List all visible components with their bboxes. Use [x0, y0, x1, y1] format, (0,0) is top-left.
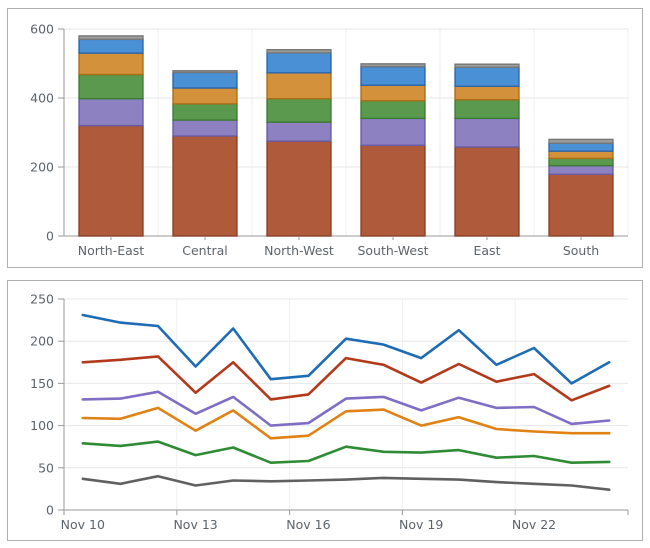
bar-segment-orange	[548, 150, 614, 160]
x-axis-tick-label: Nov 10	[61, 517, 105, 532]
bar-segment-gray	[548, 138, 614, 144]
line-blue	[81, 313, 611, 385]
category-label: South	[563, 243, 599, 258]
x-axis-tick-label: Nov 16	[286, 517, 330, 532]
y-axis-tick-label: 250	[30, 292, 54, 307]
line-green	[81, 440, 611, 464]
bar-segment-green	[78, 73, 144, 100]
bar-segment-purple	[548, 164, 614, 175]
line-gray	[81, 474, 611, 491]
bar-segment-green	[266, 97, 332, 123]
bar-segment-orange	[172, 87, 238, 105]
bar-segment-purple	[78, 97, 144, 127]
bar-segment-purple	[454, 117, 520, 148]
bar-segment-brown	[360, 144, 426, 237]
bar-segment-purple	[360, 117, 426, 146]
bar-segment-gray	[266, 49, 332, 54]
bar-segment-blue	[266, 52, 332, 74]
bar-segment-green	[548, 157, 614, 167]
bar-segment-green	[172, 103, 238, 121]
bar-segment-orange	[266, 72, 332, 100]
bar-segment-blue	[78, 38, 144, 54]
bar-segment-blue	[454, 66, 520, 87]
stacked-bar-chart: 0 200 400 600 North-East Central North-West Sou…	[30, 22, 629, 258]
line-chart: 0 50 100 150 200 250 Nov 10 Nov 13 Nov 16 Nov 19 N…	[30, 292, 629, 532]
y-axis-tick-label: 0	[46, 503, 54, 518]
y-axis-tick-label: 0	[46, 229, 54, 244]
bar-segment-brown	[454, 146, 520, 237]
y-axis-tick-label: 150	[30, 376, 54, 391]
category-label: East	[474, 243, 501, 258]
x-axis-tick-label: Nov 22	[512, 517, 556, 532]
line-chart-panel: 0 50 100 150 200 250 Nov 10 Nov 13 Nov 16 Nov 19 N…	[7, 280, 643, 541]
y-axis-tick-label: 50	[38, 460, 54, 475]
stacked-bar-chart-panel: 0 200 400 600 North-East Central North-West Sou…	[7, 8, 643, 268]
bar-segment-brown	[266, 140, 332, 237]
y-axis-tick-label: 200	[30, 160, 54, 175]
bar-segment-orange	[360, 84, 426, 102]
bar-segment-brown	[172, 135, 238, 237]
bar-segment-orange	[454, 85, 520, 101]
bar-segment-gray	[78, 35, 144, 41]
line-purple	[81, 390, 611, 427]
bar-segment-blue	[548, 142, 614, 152]
category-label: North-East	[78, 243, 145, 258]
x-axis-tick-label: Nov 19	[399, 517, 443, 532]
category-label: Central	[182, 243, 228, 258]
y-axis-tick-label: 100	[30, 418, 54, 433]
category-label: North-West	[264, 243, 334, 258]
bar-segment-gray	[360, 63, 426, 68]
bar-segment-green	[454, 99, 520, 120]
bar-segment-gray	[172, 70, 238, 74]
bar-segment-brown	[78, 124, 144, 237]
bar-segment-gray	[454, 63, 520, 68]
line-red	[81, 355, 611, 402]
y-axis-tick-label: 200	[30, 334, 54, 349]
line-orange	[81, 406, 611, 440]
category-label: South-West	[357, 243, 428, 258]
bar-segment-green	[360, 100, 426, 120]
y-axis-tick-label: 400	[30, 91, 54, 106]
y-axis-tick-label: 600	[30, 22, 54, 37]
bar-segment-brown	[548, 173, 614, 237]
bar-segment-purple	[172, 119, 238, 137]
bar-segment-blue	[360, 65, 426, 86]
bar-segment-purple	[266, 121, 332, 142]
bar-segment-blue	[172, 71, 238, 89]
bar-segment-orange	[78, 52, 144, 76]
x-axis-tick-label: Nov 13	[173, 517, 217, 532]
